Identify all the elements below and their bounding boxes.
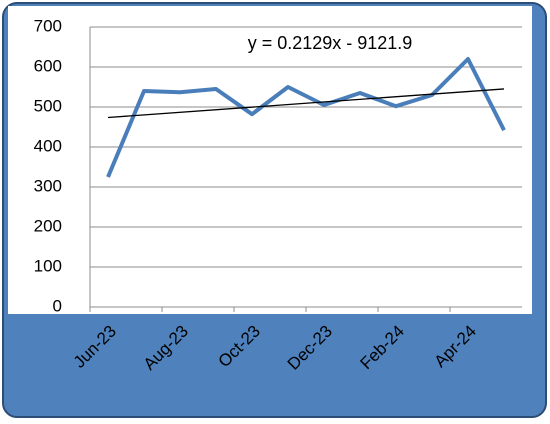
y-tick-label: 200: [34, 216, 62, 235]
y-tick-label: 400: [34, 136, 62, 155]
y-tick-label: 300: [34, 176, 62, 195]
y-tick-label: 600: [34, 56, 62, 75]
y-tick-label: 0: [53, 296, 62, 315]
series-line: [106, 57, 506, 178]
trendline: [107, 88, 505, 119]
y-tick-label: 500: [34, 96, 62, 115]
chart-area: [8, 6, 532, 314]
y-tick-label: 100: [34, 256, 62, 275]
y-tick-label: 700: [34, 16, 62, 35]
trendline-equation: y = 0.2129x - 9121.9: [248, 33, 413, 53]
